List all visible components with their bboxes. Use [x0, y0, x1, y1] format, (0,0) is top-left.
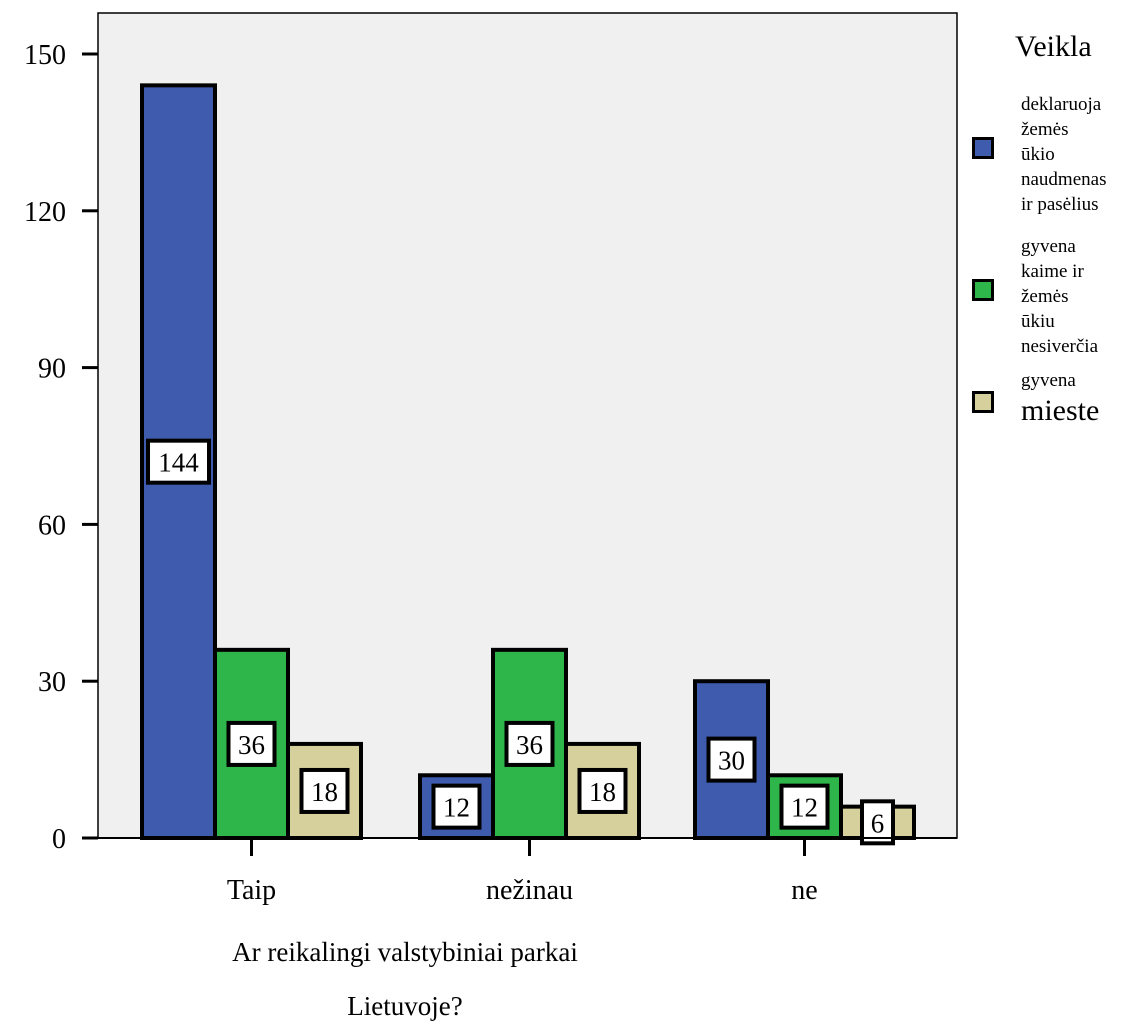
- y-tick-label: 60: [38, 510, 66, 541]
- legend-line: ir pasėlius: [1021, 194, 1099, 215]
- x-axis-label-line: Ar reikalingi valstybiniai parkai: [232, 937, 578, 967]
- x-tick-label: Taip: [227, 875, 276, 906]
- data-label-box: [146, 438, 211, 485]
- x-tick-label: nežinau: [486, 875, 573, 906]
- legend-line: mieste: [1021, 394, 1100, 427]
- data-label: 12: [791, 793, 818, 823]
- data-label: 12: [443, 793, 470, 823]
- data-label-box: [504, 720, 555, 767]
- legend-swatch-blue: [972, 137, 994, 159]
- x-axis-label-line: Lietuvoje?: [347, 991, 463, 1021]
- legend-line: nesiverčia: [1021, 336, 1099, 357]
- data-label: 36: [238, 730, 265, 760]
- data-label-box: [577, 767, 628, 814]
- x-axis-label: Ar reikalingi valstybiniai parkai Lietuv…: [140, 925, 670, 1033]
- legend-title: Veikla: [1015, 30, 1092, 63]
- legend-line: kaime ir: [1021, 261, 1084, 282]
- legend-line: žemės ūkio: [1021, 119, 1069, 165]
- legend-line: naudmenas: [1021, 169, 1107, 190]
- legend-swatch-tan: [972, 391, 994, 413]
- y-tick-label: 90: [38, 354, 66, 385]
- data-label: 6: [871, 808, 885, 838]
- data-label-box: [431, 783, 482, 830]
- data-label: 30: [718, 746, 745, 776]
- data-label: 144: [158, 448, 199, 478]
- legend-label: gyvena mieste: [1021, 368, 1099, 429]
- data-label: 18: [589, 777, 616, 807]
- data-label-box: [860, 799, 895, 846]
- y-tick-label: 150: [24, 40, 66, 71]
- data-label-box: [226, 720, 277, 767]
- y-tick-label: 30: [38, 667, 66, 698]
- legend-swatch-green: [972, 279, 994, 301]
- data-label-box: [299, 767, 350, 814]
- y-tick-label: 120: [24, 197, 66, 228]
- y-tick-label: 0: [52, 824, 66, 855]
- legend-label: deklaruoja žemės ūkio naudmenas ir pasėl…: [1021, 92, 1106, 217]
- data-label-box: [779, 783, 830, 830]
- legend-line: žemės ūkiu: [1021, 286, 1069, 332]
- x-tick-label: ne: [791, 875, 817, 906]
- legend-line: gyvena: [1021, 236, 1076, 257]
- legend-label: gyvena kaime ir žemės ūkiu nesiverčia: [1021, 234, 1098, 359]
- legend-line: deklaruoja: [1021, 94, 1102, 115]
- data-label: 36: [516, 730, 543, 760]
- legend-line: gyvena: [1021, 370, 1076, 391]
- data-label-box: [706, 736, 757, 783]
- data-label: 18: [311, 777, 338, 807]
